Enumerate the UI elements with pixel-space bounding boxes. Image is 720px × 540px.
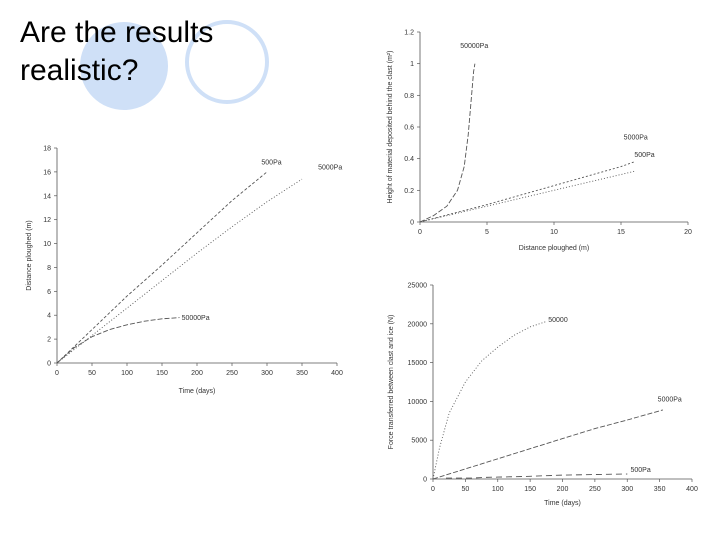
x-tick-label: 15: [617, 229, 625, 236]
x-tick-label: 200: [557, 486, 569, 493]
y-tick-label: 2: [47, 337, 51, 344]
y-axis-label: Distance ploughed (m): [26, 220, 33, 290]
x-tick-label: 100: [121, 370, 133, 377]
series-line: [419, 63, 476, 223]
y-tick-label: 0: [410, 220, 414, 227]
x-tick-label: 100: [492, 486, 504, 493]
y-tick-label: 0: [423, 477, 427, 484]
y-tick-label: 0: [47, 361, 51, 368]
series-label: 500Pa: [630, 467, 650, 474]
x-tick-label: 200: [191, 370, 203, 377]
y-tick-label: 16: [43, 169, 51, 176]
chart-distance-vs-time: 0 50 100 150 200 250 300 350 400 0 2 4 6 8 10 12 14 16 18 T…: [17, 132, 353, 406]
series-label: 5000Pa: [658, 396, 682, 403]
series-label: 5000Pa: [624, 135, 648, 142]
y-tick-label: 25000: [408, 283, 428, 290]
y-tick-label: 6: [47, 289, 51, 296]
series-label: 500Pa: [634, 152, 654, 159]
x-tick-label: 150: [156, 370, 168, 377]
y-tick-label: 1.2: [404, 30, 414, 37]
series-line: [56, 178, 303, 364]
series-line: [56, 317, 180, 364]
series-label: 50000Pa: [460, 43, 488, 50]
series-label: 5000Pa: [318, 165, 342, 172]
y-axis-label: Height of material deposited behind the …: [387, 51, 394, 204]
series-line: [432, 409, 664, 480]
y-tick-label: 0.2: [404, 188, 414, 195]
y-tick-label: 15000: [408, 360, 428, 367]
series-line: [432, 321, 547, 480]
chart-height-vs-distance: 0 5 10 15 20 0 0.2 0.4 0.6 0.8 1 1.2 Distance plough…: [368, 16, 702, 262]
series-label: 500Pa: [261, 160, 281, 167]
x-tick-label: 10: [550, 229, 558, 236]
chart-force-vs-time: 0 50 100 150 200 250 300 350 400 0 5000 10000 15000 2…: [379, 271, 705, 515]
series-line: [446, 473, 628, 479]
y-tick-label: 20000: [408, 321, 428, 328]
x-axis-label: Time (days): [544, 500, 581, 507]
y-tick-label: 0.4: [404, 156, 414, 163]
y-tick-label: 10000: [408, 399, 428, 406]
x-tick-label: 0: [55, 370, 59, 377]
y-tick-label: 10: [43, 241, 51, 248]
chart-force-vs-time-svg: 0 50 100 150 200 250 300 350 400 0 5000 10000 15000 2…: [388, 283, 698, 508]
decorative-filled-circle: [80, 22, 168, 110]
x-tick-label: 0: [431, 486, 435, 493]
y-tick-label: 8: [47, 265, 51, 272]
x-tick-label: 300: [261, 370, 273, 377]
x-tick-label: 20: [684, 229, 692, 236]
chart-distance-vs-time-svg: 0 50 100 150 200 250 300 350 400 0 2 4 6 8 10 12 14 16 18 T…: [26, 146, 343, 396]
y-tick-label: 14: [43, 193, 51, 200]
x-tick-label: 300: [621, 486, 633, 493]
y-tick-label: 0.6: [404, 125, 414, 132]
series-line: [419, 161, 635, 223]
x-tick-label: 250: [589, 486, 601, 493]
x-tick-label: 50: [88, 370, 96, 377]
y-tick-label: 18: [43, 146, 51, 153]
x-tick-label: 50: [461, 486, 469, 493]
y-tick-label: 0.8: [404, 93, 414, 100]
y-tick-label: 12: [43, 217, 51, 224]
x-tick-label: 0: [418, 229, 422, 236]
x-axis-label: Time (days): [179, 388, 216, 395]
chart-height-vs-distance-svg: 0 5 10 15 20 0 0.2 0.4 0.6 0.8 1 1.2 Distance plough…: [387, 30, 692, 253]
x-tick-label: 400: [686, 486, 698, 493]
y-tick-label: 4: [47, 313, 51, 320]
series-label: 50000: [548, 317, 568, 324]
series-label: 50000Pa: [182, 315, 210, 322]
x-tick-label: 350: [296, 370, 308, 377]
x-tick-label: 350: [654, 486, 666, 493]
series-line: [56, 171, 268, 364]
y-axis-label: Force transferred between clast and ice …: [388, 315, 395, 450]
x-tick-label: 150: [524, 486, 536, 493]
slide-title: Are the results realistic?: [20, 16, 214, 87]
y-tick-label: 5000: [411, 438, 427, 445]
x-tick-label: 5: [485, 229, 489, 236]
x-axis-label: Distance ploughed (m): [519, 245, 589, 252]
x-tick-label: 250: [226, 370, 238, 377]
x-tick-label: 400: [331, 370, 343, 377]
decorative-ring-circle: [185, 20, 269, 104]
series-line: [419, 170, 635, 223]
y-tick-label: 1: [410, 61, 414, 68]
